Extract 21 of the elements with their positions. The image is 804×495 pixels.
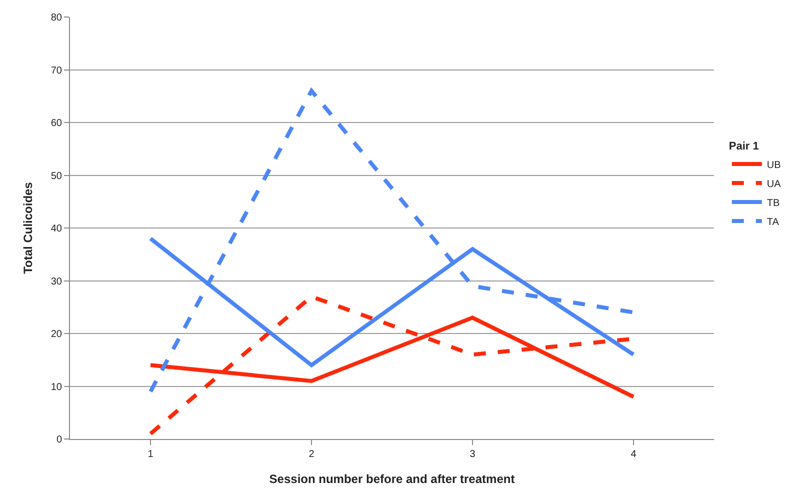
y-tick-label: 20: [50, 329, 62, 340]
legend-label: TA: [766, 216, 780, 228]
legend-title: Pair 1: [728, 140, 759, 152]
x-tick-label: 3: [470, 449, 476, 460]
x-tick-label: 1: [148, 449, 154, 460]
legend-label: TB: [766, 198, 780, 209]
y-tick-label: 80: [50, 12, 62, 24]
y-axis-title: Total Culicoides: [21, 182, 36, 274]
legend-label: UA: [766, 178, 782, 190]
y-tick-label: 50: [50, 170, 62, 182]
y-tick-label: 40: [50, 224, 62, 234]
x-axis-title: Session number before and after treatment: [269, 472, 515, 486]
x-tick-label: 2: [308, 449, 315, 460]
y-tick-label: 10: [50, 382, 62, 393]
y-tick-label: 0: [56, 434, 62, 446]
line-series: [148, 88, 636, 394]
y-tick-label: 30: [50, 276, 62, 288]
y-tick-label: 70: [50, 65, 62, 76]
legend-label: UB: [766, 160, 782, 171]
x-tick-label: 4: [630, 449, 637, 460]
y-tick-label: 60: [50, 118, 62, 129]
